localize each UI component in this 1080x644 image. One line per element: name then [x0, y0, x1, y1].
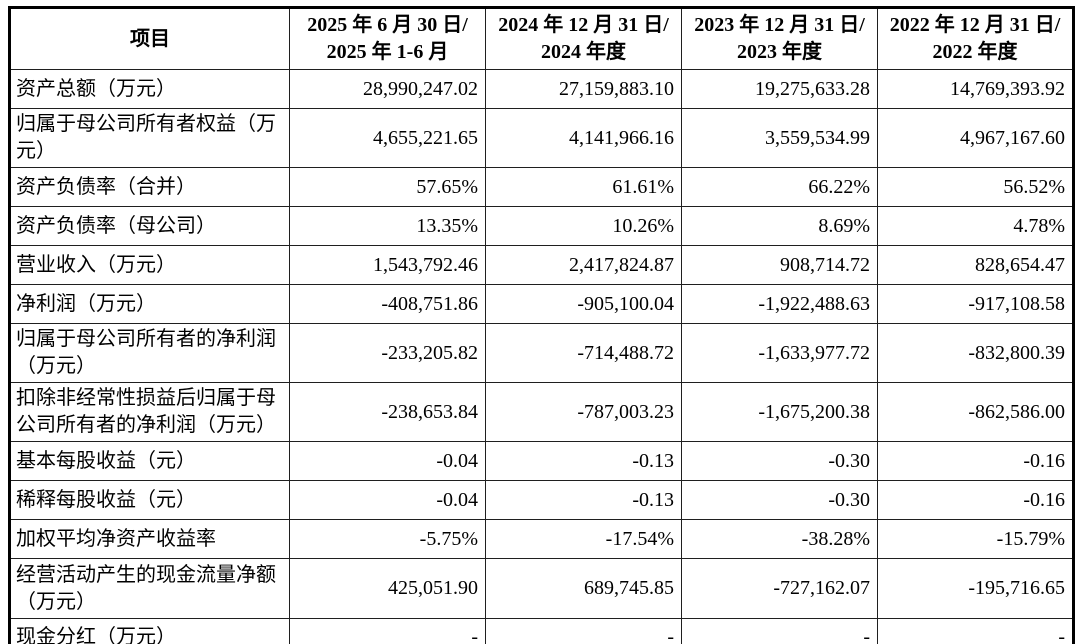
value-cell: -17.54%	[485, 519, 682, 559]
item-label: 资产总额（万元）	[9, 69, 290, 109]
item-label: 营业收入（万元）	[9, 245, 290, 285]
table-row: 加权平均净资产收益率 -5.75% -17.54% -38.28% -15.79…	[9, 519, 1074, 559]
item-label: 归属于母公司所有者权益（万元）	[9, 108, 290, 168]
item-label: 归属于母公司所有者的净利润（万元）	[9, 323, 290, 383]
value-cell: -38.28%	[681, 519, 878, 559]
value-cell: -0.16	[877, 480, 1074, 520]
header-item-column: 项目	[9, 7, 290, 70]
value-cell: -0.13	[485, 441, 682, 481]
item-label: 资产负债率（合并）	[9, 167, 290, 207]
value-cell: -714,488.72	[485, 323, 682, 383]
value-cell: -15.79%	[877, 519, 1074, 559]
value-cell: 4,141,966.16	[485, 108, 682, 168]
value-cell: 14,769,393.92	[877, 69, 1074, 109]
table-row: 净利润（万元） -408,751.86 -905,100.04 -1,922,4…	[9, 284, 1074, 324]
value-cell: 4,967,167.60	[877, 108, 1074, 168]
table-row: 归属于母公司所有者权益（万元） 4,655,221.65 4,141,966.1…	[9, 108, 1074, 168]
header-period-2025: 2025 年 6 月 30 日/ 2025 年 1-6 月	[289, 7, 486, 70]
value-cell: 3,559,534.99	[681, 108, 878, 168]
value-cell: -727,162.07	[681, 558, 878, 619]
value-cell: 908,714.72	[681, 245, 878, 285]
item-label: 净利润（万元）	[9, 284, 290, 324]
value-cell: -787,003.23	[485, 382, 682, 442]
value-cell: 689,745.85	[485, 558, 682, 619]
value-cell: 2,417,824.87	[485, 245, 682, 285]
header-period-2024: 2024 年 12 月 31 日/ 2024 年度	[485, 7, 682, 70]
table-row: 稀释每股收益（元） -0.04 -0.13 -0.30 -0.16	[9, 480, 1074, 520]
value-cell: -0.16	[877, 441, 1074, 481]
value-cell: -1,922,488.63	[681, 284, 878, 324]
value-cell: 8.69%	[681, 206, 878, 246]
value-cell: -0.13	[485, 480, 682, 520]
value-cell: -238,653.84	[289, 382, 486, 442]
table-row: 基本每股收益（元） -0.04 -0.13 -0.30 -0.16	[9, 441, 1074, 481]
value-cell: 4,655,221.65	[289, 108, 486, 168]
item-label: 现金分红（万元）	[9, 618, 290, 644]
value-cell: -	[681, 618, 878, 644]
financial-summary-table: 项目 2025 年 6 月 30 日/ 2025 年 1-6 月 2024 年 …	[8, 6, 1075, 644]
value-cell: 4.78%	[877, 206, 1074, 246]
value-cell: 61.61%	[485, 167, 682, 207]
header-period-2023: 2023 年 12 月 31 日/ 2023 年度	[681, 7, 878, 70]
value-cell: -	[485, 618, 682, 644]
value-cell: -832,800.39	[877, 323, 1074, 383]
value-cell: 66.22%	[681, 167, 878, 207]
table-row: 资产总额（万元） 28,990,247.02 27,159,883.10 19,…	[9, 69, 1074, 109]
value-cell: -917,108.58	[877, 284, 1074, 324]
value-cell: 425,051.90	[289, 558, 486, 619]
value-cell: -1,675,200.38	[681, 382, 878, 442]
value-cell: 56.52%	[877, 167, 1074, 207]
value-cell: -1,633,977.72	[681, 323, 878, 383]
table-header-row: 项目 2025 年 6 月 30 日/ 2025 年 1-6 月 2024 年 …	[9, 7, 1074, 70]
table-row: 现金分红（万元） - - - -	[9, 618, 1074, 644]
value-cell: 28,990,247.02	[289, 69, 486, 109]
table-row: 资产负债率（母公司） 13.35% 10.26% 8.69% 4.78%	[9, 206, 1074, 246]
value-cell: 828,654.47	[877, 245, 1074, 285]
value-cell: 13.35%	[289, 206, 486, 246]
value-cell: 1,543,792.46	[289, 245, 486, 285]
value-cell: -0.30	[681, 480, 878, 520]
value-cell: -233,205.82	[289, 323, 486, 383]
item-label: 扣除非经常性损益后归属于母公司所有者的净利润（万元）	[9, 382, 290, 442]
value-cell: -195,716.65	[877, 558, 1074, 619]
value-cell: -0.04	[289, 480, 486, 520]
value-cell: -	[877, 618, 1074, 644]
value-cell: 27,159,883.10	[485, 69, 682, 109]
value-cell: -0.30	[681, 441, 878, 481]
value-cell: 10.26%	[485, 206, 682, 246]
item-label: 资产负债率（母公司）	[9, 206, 290, 246]
value-cell: 19,275,633.28	[681, 69, 878, 109]
item-label: 加权平均净资产收益率	[9, 519, 290, 559]
value-cell: -408,751.86	[289, 284, 486, 324]
value-cell: -862,586.00	[877, 382, 1074, 442]
item-label: 经营活动产生的现金流量净额（万元）	[9, 558, 290, 619]
table-row: 资产负债率（合并） 57.65% 61.61% 66.22% 56.52%	[9, 167, 1074, 207]
item-label: 稀释每股收益（元）	[9, 480, 290, 520]
value-cell: 57.65%	[289, 167, 486, 207]
table-row: 经营活动产生的现金流量净额（万元） 425,051.90 689,745.85 …	[9, 558, 1074, 619]
value-cell: -0.04	[289, 441, 486, 481]
header-period-2022: 2022 年 12 月 31 日/ 2022 年度	[877, 7, 1074, 70]
value-cell: -905,100.04	[485, 284, 682, 324]
table-row: 营业收入（万元） 1,543,792.46 2,417,824.87 908,7…	[9, 245, 1074, 285]
value-cell: -5.75%	[289, 519, 486, 559]
table-row: 扣除非经常性损益后归属于母公司所有者的净利润（万元） -238,653.84 -…	[9, 382, 1074, 442]
value-cell: -	[289, 618, 486, 644]
table-row: 归属于母公司所有者的净利润（万元） -233,205.82 -714,488.7…	[9, 323, 1074, 383]
item-label: 基本每股收益（元）	[9, 441, 290, 481]
